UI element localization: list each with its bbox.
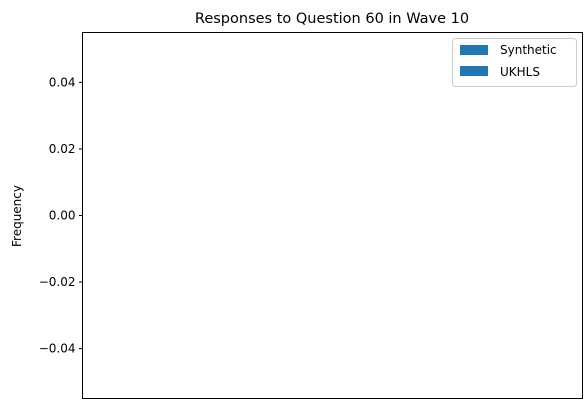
plot-frame <box>82 32 583 399</box>
y-tick-label: 0.00 <box>49 209 76 223</box>
chart-title: Responses to Question 60 in Wave 10 <box>195 11 469 27</box>
y-tick-label: −0.02 <box>39 275 76 289</box>
legend: Synthetic UKHLS <box>452 38 577 87</box>
legend-label-synthetic: Synthetic <box>500 43 557 57</box>
y-tick-label: 0.04 <box>49 75 76 89</box>
y-axis-label: Frequency <box>10 185 24 247</box>
legend-swatch-synthetic <box>460 45 488 55</box>
y-tick-label: 0.02 <box>49 142 76 156</box>
y-axis-ticks: −0.04 −0.02 0.00 0.02 0.04 <box>39 75 83 356</box>
y-tick-label: −0.04 <box>39 342 76 356</box>
legend-swatch-ukhls <box>460 66 488 76</box>
legend-label-ukhls: UKHLS <box>500 65 540 79</box>
